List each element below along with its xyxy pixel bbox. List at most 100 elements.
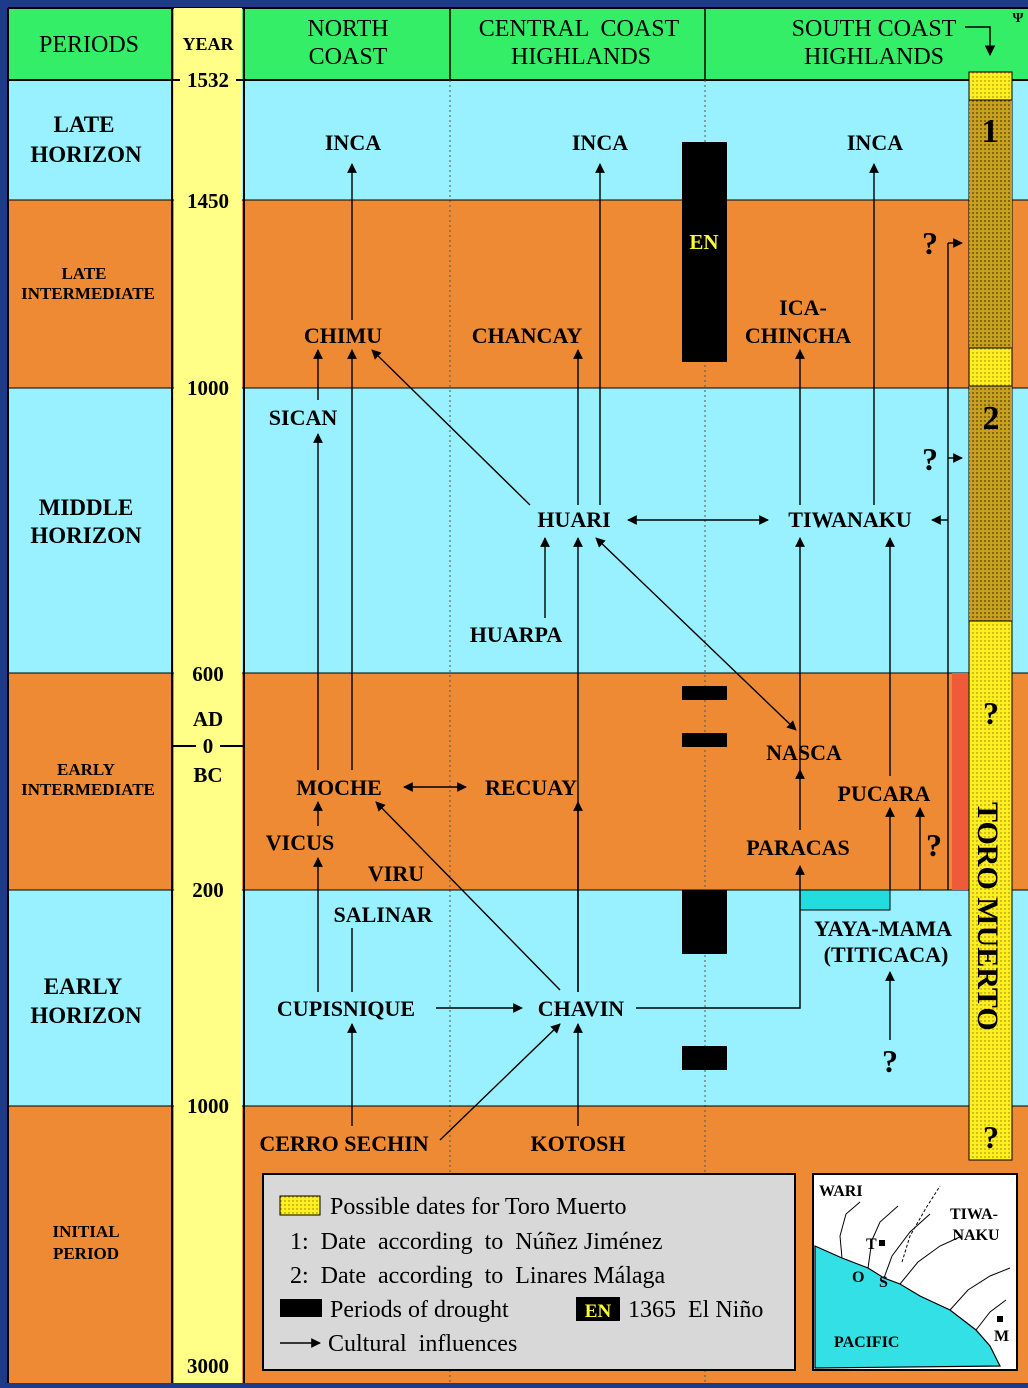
- drought-bar-5: [682, 1046, 727, 1070]
- header-south-1: SOUTH COAST: [792, 16, 957, 42]
- map-m: M: [994, 1328, 1009, 1345]
- legend-el-nino: 1365 El Niño: [628, 1297, 763, 1323]
- legend: Possible dates for Toro Muerto 1: Date a…: [262, 1173, 796, 1371]
- toro-muerto-label: TORO MUERTO: [971, 802, 1004, 1031]
- culture-moche: MOCHE: [296, 775, 382, 800]
- period-early-intermediate-1: EARLY: [57, 760, 115, 779]
- culture-recuay: RECUAY: [485, 775, 577, 800]
- period-late-horizon-2: HORIZON: [30, 142, 142, 167]
- question-yaya: ?: [882, 1043, 898, 1079]
- period-middle-horizon-2: HORIZON: [30, 523, 142, 548]
- legend-date2: 2: Date according to Linares Málaga: [290, 1263, 666, 1289]
- arrow-chavin-moche: [375, 801, 561, 991]
- culture-titicaca: (TITICACA): [824, 942, 949, 967]
- culture-chincha: CHINCHA: [745, 323, 851, 348]
- culture-cerro-sechin: CERRO SECHIN: [259, 1131, 428, 1156]
- year-1000: 1000: [187, 376, 229, 400]
- year-1532: 1532: [187, 68, 229, 92]
- period-initial-1: INITIAL: [52, 1222, 119, 1241]
- header-bracket-arrow: [965, 26, 996, 57]
- period-late-intermediate-1: LATE: [61, 264, 106, 283]
- culture-sican: SICAN: [269, 405, 338, 430]
- legend-influences: Cultural influences: [328, 1331, 517, 1357]
- map-naku: NAKU: [952, 1227, 1000, 1244]
- header-central-2: HIGHLANDS: [511, 44, 651, 70]
- culture-inca-north: INCA: [325, 130, 381, 155]
- drought-bar-2: [682, 686, 727, 700]
- year-ad: AD: [193, 707, 223, 731]
- legend-swatch-possible: [279, 1195, 321, 1216]
- header-corner-glyph: Ψ: [1013, 11, 1024, 26]
- culture-huari: HUARI: [537, 507, 610, 532]
- legend-possible: Possible dates for Toro Muerto: [330, 1194, 627, 1220]
- legend-en-badge: EN: [585, 1301, 612, 1322]
- arrow-chavin-paracas: [636, 865, 805, 1009]
- drought-bar-3: [682, 733, 727, 747]
- toro-marker-2: 2: [983, 400, 1000, 437]
- toro-question-2: ?: [983, 1119, 999, 1155]
- culture-chimu: CHIMU: [304, 323, 382, 348]
- inset-map: WARI TIWA- NAKU T O S PACIFIC M: [812, 1173, 1018, 1371]
- map-m-marker: [997, 1316, 1003, 1322]
- header-south-2: HIGHLANDS: [804, 44, 944, 70]
- culture-huarpa: HUARPA: [470, 622, 563, 647]
- year-200: 200: [192, 878, 224, 902]
- arrow-cerro-chavin: [439, 1023, 561, 1141]
- legend-drought: Periods of drought: [330, 1297, 509, 1323]
- period-early-intermediate-2: INTERMEDIATE: [21, 780, 155, 799]
- map-o: O: [852, 1269, 864, 1286]
- map-pacific-ocean: [814, 1245, 1001, 1369]
- en-label: EN: [689, 230, 718, 254]
- year-column: [174, 8, 242, 1383]
- drought-bar-4: [682, 890, 727, 954]
- culture-chancay: CHANCAY: [472, 323, 583, 348]
- header-central-1: CENTRAL COAST: [479, 16, 680, 42]
- culture-tiwanaku: TIWANAKU: [788, 507, 912, 532]
- period-early-horizon-2: HORIZON: [30, 1003, 142, 1028]
- legend-date1: 1: Date according to Núñez Jiménez: [290, 1229, 663, 1255]
- influence-arrows: [313, 163, 963, 1141]
- map-t-marker: [879, 1240, 885, 1246]
- header-periods: PERIODS: [39, 32, 139, 58]
- legend-swatch-drought: [280, 1299, 322, 1317]
- year-3000: 3000: [187, 1354, 229, 1378]
- year-600: 600: [192, 662, 224, 686]
- question-late: ?: [922, 225, 938, 261]
- map-wari: WARI: [819, 1183, 863, 1200]
- header-north-2: COAST: [309, 44, 388, 70]
- map-pacific: PACIFIC: [834, 1334, 899, 1351]
- period-middle-horizon-1: MIDDLE: [39, 495, 134, 520]
- legend-en-badge-bg: [576, 1297, 620, 1321]
- culture-pucara: PUCARA: [838, 781, 931, 806]
- map-rivers: [839, 1185, 1011, 1331]
- toro-question-1: ?: [983, 695, 999, 731]
- map-t: T: [866, 1236, 877, 1253]
- header-north-1: NORTH: [307, 16, 388, 42]
- culture-paracas: PARACAS: [746, 835, 849, 860]
- question-pucara: ?: [926, 827, 942, 863]
- culture-vicus: VICUS: [266, 830, 334, 855]
- map-s: S: [879, 1274, 888, 1291]
- header-year: YEAR: [182, 34, 234, 54]
- culture-inca-south: INCA: [847, 130, 903, 155]
- culture-yaya-mama: YAYA-MAMA: [814, 916, 952, 941]
- culture-salinar: SALINAR: [333, 902, 433, 927]
- period-early-horizon-1: EARLY: [44, 974, 123, 999]
- year-1450: 1450: [187, 189, 229, 213]
- year-bc: BC: [193, 763, 222, 787]
- year-zero: 0: [203, 734, 214, 758]
- toro-muerto-range-2: [969, 386, 1012, 621]
- toro-marker-1: 1: [982, 113, 999, 150]
- culture-chavin: CHAVIN: [538, 996, 625, 1021]
- period-late-intermediate-2: INTERMEDIATE: [21, 284, 155, 303]
- map-tiwa: TIWA-: [950, 1206, 998, 1223]
- year-1000-bc: 1000: [187, 1094, 229, 1118]
- arrow-huari-chimu: [371, 349, 531, 506]
- red-strip: [952, 673, 968, 890]
- teal-bar: [799, 889, 891, 911]
- culture-nasca: NASCA: [766, 740, 842, 765]
- culture-kotosh: KOTOSH: [531, 1131, 626, 1156]
- culture-cupisnique: CUPISNIQUE: [277, 996, 415, 1021]
- toro-muerto-range-1: [969, 100, 1012, 348]
